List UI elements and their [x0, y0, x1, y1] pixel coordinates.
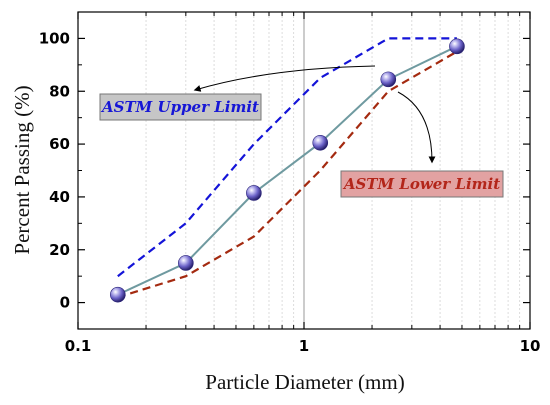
lower-limit-line — [117, 50, 458, 299]
annotation-upper-arrow — [193, 65, 376, 92]
data-point — [449, 38, 465, 55]
measured-line — [117, 45, 458, 296]
y-tick-label: 100 — [39, 29, 70, 47]
data-point — [380, 71, 397, 88]
y-tick-label: 80 — [49, 82, 70, 100]
x-tick-label: 10 — [520, 337, 541, 355]
data-point — [246, 185, 262, 201]
x-axis-title: Particle Diameter (mm) — [205, 370, 404, 394]
axis-labels: Particle Diameter (mm) Percent Passing (… — [10, 85, 405, 394]
y-tick-label: 60 — [49, 135, 70, 153]
data-point — [109, 286, 126, 303]
y-tick-label: 0 — [60, 294, 70, 312]
x-tick-label: 1 — [299, 337, 309, 355]
data-point — [312, 134, 329, 151]
annotation-lower-arrow — [397, 91, 436, 164]
y-tick-label: 20 — [49, 241, 70, 259]
y-axis-title: Percent Passing (%) — [10, 85, 34, 254]
annotation-upper-text: ASTM Upper Limit — [100, 98, 259, 116]
annotation-lower-box — [340, 170, 504, 198]
x-tick-label: 0.1 — [65, 337, 92, 355]
data-point — [178, 255, 194, 271]
annotation-upper-box — [99, 93, 262, 121]
upper-limit-line — [117, 37, 457, 278]
plot-series — [109, 37, 465, 303]
annotations: ASTM Upper Limit ASTM Lower Limit — [99, 65, 504, 198]
annotation-lower-text: ASTM Lower Limit — [342, 175, 500, 193]
y-tick-label: 40 — [49, 188, 70, 206]
